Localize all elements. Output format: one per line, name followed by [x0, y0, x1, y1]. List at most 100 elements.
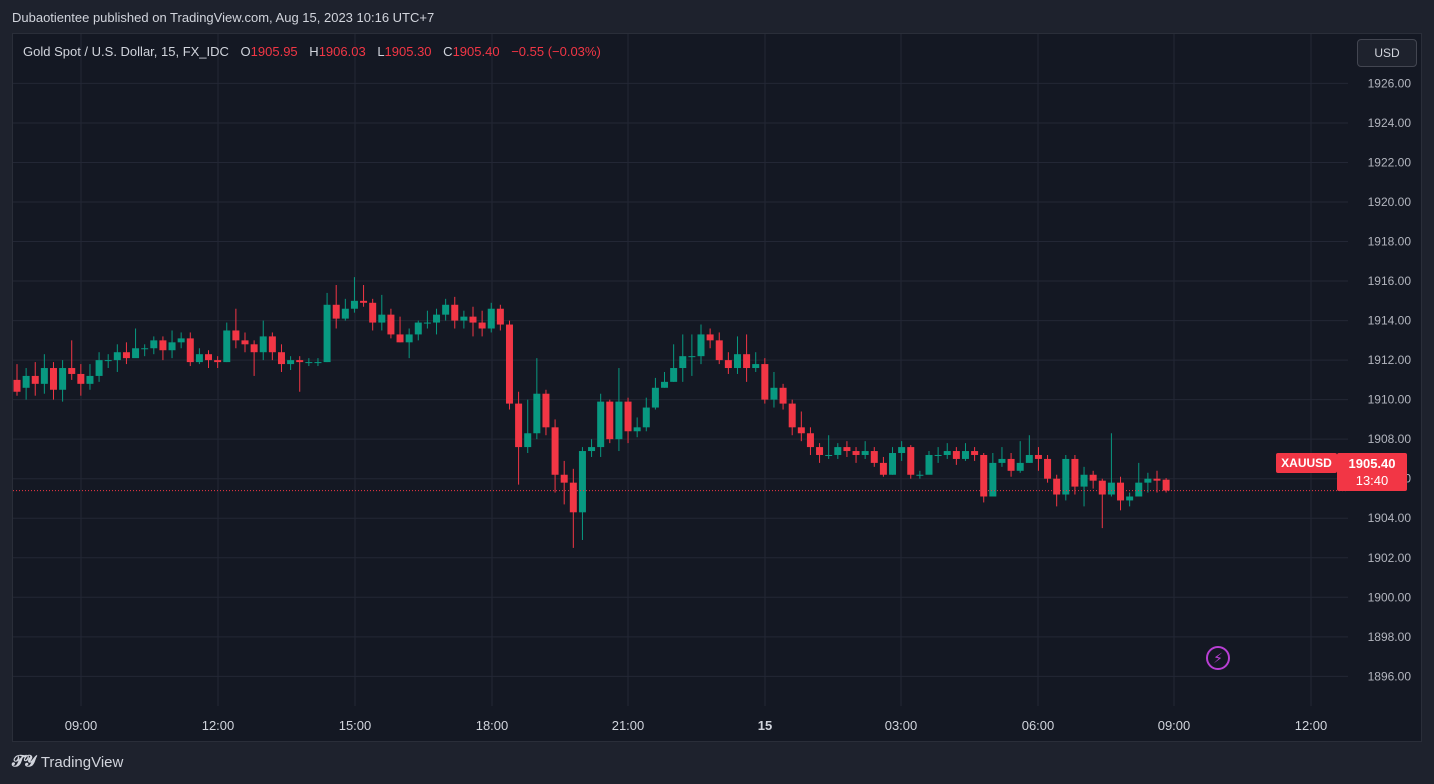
candle — [724, 352, 732, 374]
candle — [496, 304, 504, 331]
candle — [277, 344, 285, 372]
candle-body — [542, 393, 550, 428]
candle — [205, 350, 213, 369]
candle — [961, 443, 969, 461]
candle-body — [733, 354, 741, 369]
candle-body — [1062, 458, 1070, 495]
x-tick-label: 12:00 — [1295, 718, 1328, 733]
candle — [1080, 466, 1088, 507]
x-tick-label: 18:00 — [476, 718, 509, 733]
candle — [578, 447, 586, 540]
candle — [396, 316, 404, 343]
candle — [487, 302, 495, 333]
candle-body — [578, 451, 586, 513]
candle — [743, 334, 751, 382]
y-tick-label: 1918.00 — [1368, 235, 1412, 249]
chart-pane[interactable]: 1926.00 1924.00 1922.00 1920.00 1918.00 1916.… — [12, 33, 1422, 742]
candle-body — [469, 316, 477, 323]
y-tick-label: 1920.00 — [1368, 195, 1412, 209]
candle-body — [706, 334, 714, 341]
candle-body — [150, 340, 158, 349]
candle — [177, 332, 185, 349]
x-tick-label: 15:00 — [339, 718, 372, 733]
candle-body — [1034, 454, 1042, 459]
candle-body — [889, 453, 897, 475]
publish-info: Dubaotientee published on TradingView.co… — [12, 10, 435, 25]
candle — [460, 310, 468, 329]
x-tick-label: 21:00 — [612, 718, 645, 733]
candle — [268, 332, 276, 361]
candle — [150, 336, 158, 355]
candle-body — [651, 387, 659, 408]
lightning-icon[interactable]: ⚡ — [1206, 646, 1230, 670]
y-tick-label: 1922.00 — [1368, 155, 1412, 169]
candle-body — [1080, 474, 1088, 487]
candle — [569, 468, 577, 548]
candle — [113, 344, 121, 372]
candle-body — [825, 454, 833, 456]
candle-body — [1162, 479, 1170, 491]
candle-body — [1025, 454, 1033, 463]
candle — [214, 356, 222, 369]
candle-body — [925, 454, 933, 475]
price-axis: 1926.00 1924.00 1922.00 1920.00 1918.00 1916.… — [1368, 76, 1412, 683]
candle-body — [423, 322, 431, 324]
candle — [1153, 470, 1161, 493]
candle-body — [132, 348, 140, 359]
brand-name: TradingView — [40, 753, 124, 771]
close-value: 1905.40 — [452, 44, 500, 59]
x-tick-label: 03:00 — [885, 718, 918, 733]
candle-body — [642, 407, 650, 428]
candle — [606, 399, 614, 444]
candle — [405, 328, 413, 359]
close-label: C — [443, 44, 453, 59]
candle-body — [879, 462, 887, 475]
candle-body — [223, 330, 231, 363]
candle-body — [505, 324, 513, 404]
candle-body — [205, 354, 213, 361]
candle-series — [13, 277, 1170, 548]
candle — [68, 340, 76, 380]
candle — [414, 320, 422, 341]
candle-body — [779, 387, 787, 404]
candle-body — [369, 302, 377, 323]
candle-body — [195, 354, 203, 363]
symbol-legend[interactable]: Gold Spot / U.S. Dollar, 15, FX_IDC O190… — [23, 44, 601, 59]
candle — [332, 285, 340, 329]
symbol-price-tag: XAUUSD — [1276, 453, 1337, 473]
candle — [843, 441, 851, 457]
candle-body — [104, 360, 112, 362]
candle — [861, 441, 869, 459]
candle — [551, 419, 559, 493]
candle-body — [186, 338, 194, 363]
candle-body — [177, 338, 185, 343]
candle — [104, 354, 112, 369]
currency-button[interactable]: USD — [1357, 39, 1417, 67]
candlestick-chart[interactable]: 1926.00 1924.00 1922.00 1920.00 1918.00 1916.… — [13, 34, 1421, 741]
candle — [341, 298, 349, 321]
candle-body — [232, 330, 240, 341]
candle — [797, 411, 805, 442]
x-tick-label: 09:00 — [1158, 718, 1191, 733]
candle-body — [1126, 496, 1134, 501]
candle — [141, 344, 149, 357]
candle — [314, 358, 322, 367]
candle — [378, 294, 386, 331]
candle-body — [633, 427, 641, 432]
candle-body — [1053, 478, 1061, 495]
candle — [451, 296, 459, 329]
candle — [879, 456, 887, 477]
candle-body — [305, 362, 313, 364]
candle-body — [524, 433, 532, 448]
candle-body — [77, 373, 85, 384]
candle-body — [788, 403, 796, 428]
candle — [1098, 478, 1106, 529]
candle-body — [22, 375, 30, 388]
candle-body — [1117, 482, 1125, 501]
candle — [305, 358, 313, 367]
candle-body — [870, 451, 878, 463]
candle-body — [670, 368, 678, 382]
footer-branding[interactable]: 𝓣𝓨 TradingView — [12, 753, 123, 771]
x-tick-label: 15 — [758, 718, 772, 733]
candle — [387, 308, 395, 339]
